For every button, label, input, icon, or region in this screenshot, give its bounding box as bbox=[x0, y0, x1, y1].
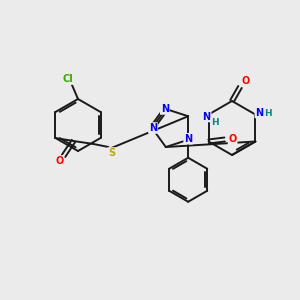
Text: N: N bbox=[184, 134, 192, 144]
Text: O: O bbox=[229, 134, 237, 145]
Text: N: N bbox=[202, 112, 211, 122]
Text: N: N bbox=[255, 107, 263, 118]
Text: S: S bbox=[108, 148, 115, 158]
Text: N: N bbox=[161, 104, 169, 114]
Text: O: O bbox=[56, 156, 64, 166]
Text: H: H bbox=[265, 109, 272, 118]
Text: O: O bbox=[242, 76, 250, 86]
Text: Cl: Cl bbox=[63, 74, 74, 84]
Text: N: N bbox=[149, 123, 157, 133]
Text: H: H bbox=[211, 118, 218, 127]
